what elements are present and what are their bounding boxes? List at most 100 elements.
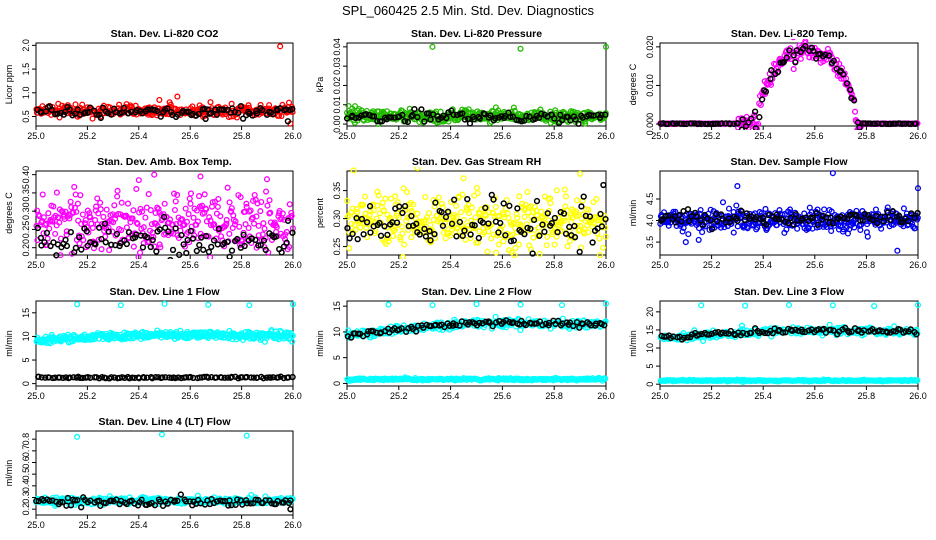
data-point	[789, 327, 796, 334]
data-point	[495, 229, 502, 236]
data-point	[446, 232, 454, 239]
data-point	[438, 208, 445, 216]
data-point	[370, 328, 377, 335]
data-point	[551, 115, 558, 122]
y-tick-label: 0.03	[332, 57, 342, 75]
data-point	[808, 44, 816, 51]
y-tick-label: 5	[645, 364, 655, 369]
data-point	[364, 234, 371, 241]
outlier-point	[829, 170, 836, 177]
panel-title: Stan. Dev. Li-820 Pressure	[411, 28, 542, 40]
data-point	[207, 222, 215, 229]
data-point	[360, 201, 367, 208]
data-point	[468, 204, 475, 211]
data-point	[392, 193, 399, 200]
data-point	[758, 96, 766, 103]
data-point	[166, 216, 174, 223]
data-point	[576, 248, 583, 256]
data-point	[707, 217, 715, 224]
y-tick-label: 0.30	[21, 202, 31, 220]
data-point	[475, 234, 482, 242]
x-tick-label: 26.0	[597, 260, 615, 270]
data-point	[602, 233, 609, 240]
data-point	[208, 243, 215, 251]
data-point	[889, 208, 896, 215]
plot-frame	[346, 300, 607, 387]
x-tick-label: 25.8	[545, 131, 563, 141]
data-point	[370, 207, 377, 214]
data-point	[495, 241, 502, 248]
data-point	[676, 211, 683, 219]
data-point	[45, 374, 53, 381]
series-reference	[344, 317, 608, 341]
outlier-point	[600, 181, 607, 189]
data-point	[431, 230, 438, 238]
x-tick-label: 25.8	[233, 260, 251, 270]
data-point	[448, 220, 456, 227]
data-point	[352, 114, 359, 122]
data-point	[133, 185, 140, 193]
data-point	[172, 198, 179, 205]
data-point	[279, 210, 286, 217]
data-point	[871, 120, 878, 128]
data-point	[201, 105, 208, 112]
data-point	[269, 111, 277, 118]
outlier-point	[914, 185, 922, 192]
panel-title: Stan. Dev. Line 2 Flow	[421, 286, 532, 298]
data-point	[171, 206, 178, 214]
data-point	[698, 120, 705, 128]
data-point	[492, 204, 499, 211]
data-point	[218, 106, 225, 113]
data-point	[156, 226, 163, 233]
panel-title: Stan. Dev. Amb. Box Temp.	[97, 156, 232, 168]
data-point	[399, 254, 406, 259]
data-point	[678, 218, 685, 225]
data-point	[272, 233, 280, 240]
data-point	[398, 223, 405, 230]
data-point	[524, 189, 531, 196]
data-point	[344, 224, 351, 232]
outlier-point	[161, 300, 168, 307]
data-point	[484, 248, 491, 255]
data-point	[118, 227, 125, 234]
y-tick-label: 0.000	[645, 113, 655, 136]
y-tick-label: 0	[21, 381, 31, 386]
series-reference	[657, 42, 919, 130]
data-point	[412, 328, 420, 335]
x-tick-label: 25.2	[390, 260, 408, 270]
data-point	[149, 236, 156, 244]
data-point	[662, 212, 669, 220]
data-point	[751, 112, 758, 119]
data-point	[98, 235, 105, 243]
y-tick-label: 0.35	[21, 184, 31, 202]
data-point	[792, 326, 799, 333]
data-point	[544, 233, 551, 240]
y-tick-label: 15	[332, 301, 342, 311]
data-point	[226, 253, 233, 259]
data-point	[737, 207, 745, 214]
data-point	[775, 216, 782, 223]
figure-title: SPL_060425 2.5 Min. Std. Dev. Diagnostic…	[342, 3, 594, 18]
data-point	[524, 224, 531, 232]
data-point	[458, 209, 465, 216]
data-points	[344, 167, 609, 259]
data-point	[247, 374, 255, 381]
data-point	[535, 224, 542, 231]
data-point	[251, 191, 258, 199]
data-point	[226, 230, 233, 237]
series-main	[33, 300, 297, 347]
outlier-point	[429, 302, 436, 309]
data-point	[203, 232, 210, 240]
data-point	[123, 224, 130, 231]
x-tick-label: 25.2	[703, 260, 721, 270]
data-point	[59, 208, 66, 215]
series-reference	[343, 106, 609, 127]
data-point	[349, 230, 356, 238]
x-axis: 25.0 25.2 25.4 25.6 25.8 26.0	[651, 386, 927, 401]
data-point	[285, 99, 293, 106]
data-point	[602, 215, 609, 223]
data-point	[699, 229, 706, 236]
data-point	[289, 332, 296, 339]
data-point	[160, 213, 168, 221]
